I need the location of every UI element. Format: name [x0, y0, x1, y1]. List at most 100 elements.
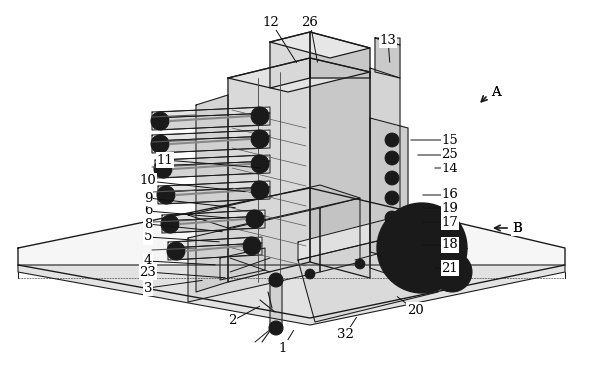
- Text: B: B: [512, 222, 522, 234]
- Text: 4: 4: [144, 255, 152, 268]
- Polygon shape: [158, 181, 270, 192]
- Polygon shape: [375, 38, 400, 78]
- Text: A: A: [491, 85, 501, 99]
- Circle shape: [243, 237, 261, 255]
- Circle shape: [246, 210, 264, 228]
- Text: 21: 21: [442, 262, 459, 275]
- Text: 14: 14: [442, 162, 459, 174]
- Circle shape: [248, 242, 256, 250]
- Circle shape: [159, 165, 167, 173]
- Circle shape: [269, 273, 283, 287]
- Circle shape: [151, 112, 169, 130]
- Circle shape: [377, 203, 467, 293]
- Text: 23: 23: [140, 265, 157, 279]
- Circle shape: [256, 135, 264, 143]
- Circle shape: [389, 215, 395, 221]
- Text: 16: 16: [442, 188, 459, 202]
- Polygon shape: [162, 210, 265, 221]
- Polygon shape: [18, 265, 565, 325]
- Circle shape: [159, 120, 162, 123]
- Circle shape: [151, 135, 169, 153]
- Polygon shape: [298, 232, 438, 322]
- Circle shape: [157, 186, 175, 204]
- Polygon shape: [320, 198, 360, 272]
- Polygon shape: [152, 136, 270, 153]
- Circle shape: [258, 188, 261, 191]
- Polygon shape: [155, 155, 270, 166]
- Text: 18: 18: [442, 238, 459, 251]
- Circle shape: [251, 130, 269, 148]
- Circle shape: [258, 163, 261, 166]
- Circle shape: [250, 244, 253, 248]
- Circle shape: [389, 137, 395, 143]
- Circle shape: [258, 114, 261, 117]
- Circle shape: [174, 250, 177, 252]
- Circle shape: [159, 142, 162, 145]
- Polygon shape: [310, 32, 370, 78]
- Circle shape: [256, 160, 264, 168]
- Text: 17: 17: [442, 216, 459, 229]
- Text: 15: 15: [442, 134, 459, 146]
- Circle shape: [385, 211, 399, 225]
- Polygon shape: [168, 243, 262, 260]
- Polygon shape: [310, 58, 370, 278]
- Circle shape: [256, 112, 264, 120]
- Circle shape: [172, 247, 180, 255]
- Text: 9: 9: [144, 191, 152, 205]
- Circle shape: [389, 155, 395, 161]
- Text: A: A: [491, 85, 501, 99]
- Text: 3: 3: [144, 282, 152, 294]
- Circle shape: [305, 269, 315, 279]
- Polygon shape: [188, 185, 360, 228]
- Text: 1: 1: [279, 342, 287, 354]
- Circle shape: [251, 181, 269, 199]
- Polygon shape: [162, 216, 265, 233]
- Text: 11: 11: [157, 153, 174, 166]
- Circle shape: [253, 217, 257, 220]
- Polygon shape: [18, 188, 565, 318]
- Polygon shape: [188, 208, 320, 302]
- Polygon shape: [228, 58, 310, 282]
- Circle shape: [162, 191, 170, 199]
- Circle shape: [165, 194, 168, 197]
- Polygon shape: [370, 68, 400, 278]
- Polygon shape: [370, 118, 408, 262]
- Text: 13: 13: [379, 33, 396, 46]
- Polygon shape: [152, 107, 270, 118]
- Polygon shape: [270, 32, 310, 88]
- Circle shape: [256, 186, 264, 194]
- Circle shape: [385, 151, 399, 165]
- Circle shape: [389, 175, 395, 181]
- Circle shape: [385, 171, 399, 185]
- Circle shape: [389, 195, 395, 201]
- Circle shape: [258, 138, 261, 141]
- Text: 26: 26: [301, 15, 318, 28]
- Circle shape: [389, 235, 395, 241]
- Circle shape: [167, 242, 185, 260]
- Text: 19: 19: [442, 202, 459, 215]
- Circle shape: [385, 133, 399, 147]
- Circle shape: [251, 107, 269, 125]
- Text: 12: 12: [263, 15, 280, 28]
- Text: 25: 25: [442, 149, 459, 162]
- Circle shape: [161, 215, 179, 233]
- Text: 20: 20: [407, 304, 423, 316]
- Text: 8: 8: [144, 217, 152, 230]
- Polygon shape: [158, 187, 270, 204]
- Circle shape: [269, 321, 283, 335]
- Polygon shape: [168, 237, 262, 248]
- Circle shape: [355, 259, 365, 269]
- Circle shape: [385, 231, 399, 245]
- Circle shape: [385, 191, 399, 205]
- Circle shape: [405, 249, 415, 259]
- Circle shape: [154, 160, 172, 178]
- Circle shape: [432, 252, 472, 292]
- Text: 6: 6: [144, 205, 152, 217]
- Circle shape: [156, 117, 164, 125]
- Circle shape: [166, 220, 174, 228]
- Circle shape: [169, 223, 171, 226]
- Polygon shape: [375, 38, 400, 45]
- Polygon shape: [298, 212, 415, 260]
- Text: 2: 2: [228, 315, 236, 328]
- Circle shape: [251, 155, 269, 173]
